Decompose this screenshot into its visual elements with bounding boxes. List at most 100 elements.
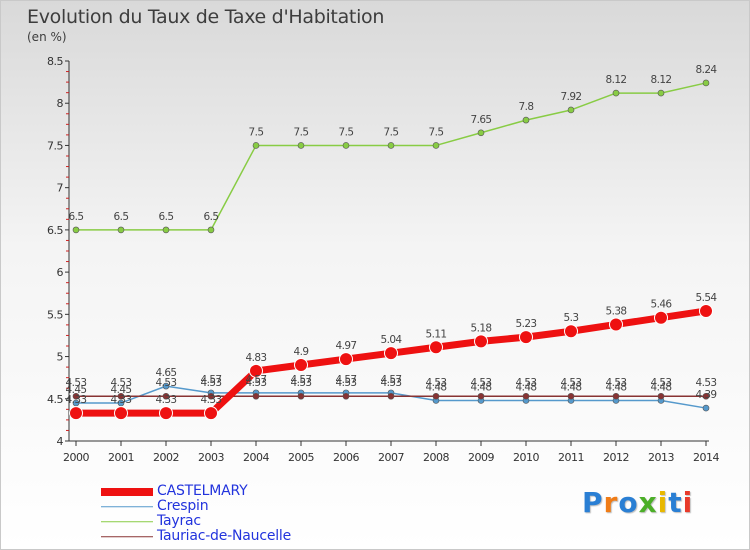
data-label: 4.53 — [201, 377, 222, 389]
data-point — [522, 392, 530, 400]
legend-item-tauriac-de-naucelle: Tauriac-de-Naucelle — [101, 528, 361, 544]
chart-subtitle: (en %) — [27, 30, 67, 44]
data-label: 4.48 — [471, 381, 492, 393]
data-label: 4.53 — [471, 377, 492, 389]
logo-letter: i — [657, 486, 669, 519]
data-point — [117, 226, 125, 234]
data-label: 4.48 — [651, 381, 672, 393]
data-point — [699, 303, 713, 318]
data-label: 4.53 — [696, 377, 717, 389]
data-point — [72, 399, 80, 407]
y-tick-label: 5.5 — [47, 308, 63, 321]
x-tick-label: 2010 — [513, 451, 539, 464]
legend-item-tayrac: Tayrac — [101, 513, 361, 529]
series-points — [69, 79, 713, 421]
data-point — [657, 89, 665, 97]
data-label: 4.53 — [111, 377, 132, 389]
axes: 4 4.5 5 5.5 6 6.5 7 7.5 8 8.5 2000 2001 2002 2003 2004… — [47, 55, 720, 464]
data-label: 4.45 — [111, 384, 132, 396]
logo-letter: t — [668, 486, 683, 519]
data-point — [159, 406, 173, 421]
legend-item-crespin: Crespin — [101, 498, 361, 514]
y-tick-label: 6.5 — [47, 224, 63, 237]
data-label: 4.53 — [246, 377, 267, 389]
data-point — [702, 404, 710, 412]
data-label: 5.54 — [696, 292, 718, 304]
data-point — [567, 392, 575, 400]
data-point — [522, 116, 530, 124]
legend-label: Tayrac — [157, 513, 201, 529]
y-tick-label: 7.5 — [47, 139, 63, 152]
data-point — [249, 363, 263, 378]
legend: CASTELMARY Crespin Tayrac Tauriac-de-Nau… — [101, 483, 361, 544]
data-point — [162, 392, 170, 400]
data-point — [609, 317, 623, 332]
data-label: 4.48 — [426, 381, 447, 393]
data-label: 4.53 — [336, 377, 357, 389]
data-label: 7.8 — [519, 101, 534, 113]
logo-letter: o — [618, 486, 639, 519]
data-label: 7.5 — [429, 126, 444, 138]
legend-swatch-castelmary — [101, 487, 153, 496]
x-tick-label: 2000 — [63, 451, 89, 464]
x-tick-label: 2004 — [243, 451, 269, 464]
data-point — [114, 406, 128, 421]
data-label: 4.65 — [156, 367, 177, 379]
data-point — [72, 392, 80, 400]
data-point — [204, 406, 218, 421]
data-label: 4.57 — [246, 374, 267, 386]
data-label: 5.18 — [471, 322, 492, 334]
logo-letter: r — [603, 486, 619, 519]
data-label: 4.33 — [66, 394, 87, 406]
data-label: 6.5 — [204, 211, 219, 223]
data-point — [387, 142, 395, 149]
data-label: 4.53 — [156, 377, 177, 389]
data-point — [519, 330, 533, 345]
data-point — [207, 226, 215, 234]
data-label: 8.12 — [606, 74, 627, 86]
data-label: 4.48 — [561, 381, 582, 393]
data-label: 4.83 — [246, 352, 267, 364]
data-label: 4.57 — [201, 374, 222, 386]
data-label: 4.57 — [291, 374, 312, 386]
data-label: 4.57 — [336, 374, 357, 386]
x-tick-label: 2008 — [423, 451, 449, 464]
data-label: 5.04 — [381, 334, 403, 346]
data-point — [477, 392, 485, 400]
x-tick-label: 2003 — [198, 451, 224, 464]
data-label: 4.57 — [381, 374, 402, 386]
data-label: 8.24 — [696, 64, 718, 76]
data-label: 7.5 — [294, 126, 309, 138]
data-label: 4.53 — [426, 377, 447, 389]
data-point — [117, 399, 125, 407]
data-label: 4.53 — [651, 377, 672, 389]
data-point — [477, 129, 485, 137]
y-tick-label: 8 — [57, 97, 64, 110]
data-label: 6.5 — [114, 211, 129, 223]
data-label: 7.5 — [249, 126, 264, 138]
legend-swatch-crespin — [101, 505, 153, 508]
logo-letter: x — [638, 486, 658, 519]
data-point — [252, 392, 260, 400]
x-tick-label: 2011 — [558, 451, 584, 464]
data-label: 4.33 — [111, 394, 132, 406]
chart-title: Evolution du Taux de Taxe d'Habitation — [27, 6, 385, 28]
data-point — [429, 340, 443, 355]
logo-letter: i — [682, 486, 694, 519]
data-label: 7.5 — [384, 126, 399, 138]
y-tick-label: 6 — [57, 266, 64, 279]
data-point — [387, 392, 395, 400]
data-label: 5.38 — [606, 305, 627, 317]
data-label: 4.53 — [606, 377, 627, 389]
y-tick-label: 4 — [57, 435, 64, 448]
data-label: 4.53 — [381, 377, 402, 389]
data-point — [339, 352, 353, 367]
data-point — [342, 142, 350, 149]
data-point — [162, 226, 170, 234]
data-point — [702, 392, 710, 400]
x-tick-label: 2009 — [468, 451, 494, 464]
y-tick-label: 8.5 — [47, 55, 63, 68]
legend-label: CASTELMARY — [157, 483, 248, 499]
data-point — [432, 392, 440, 400]
